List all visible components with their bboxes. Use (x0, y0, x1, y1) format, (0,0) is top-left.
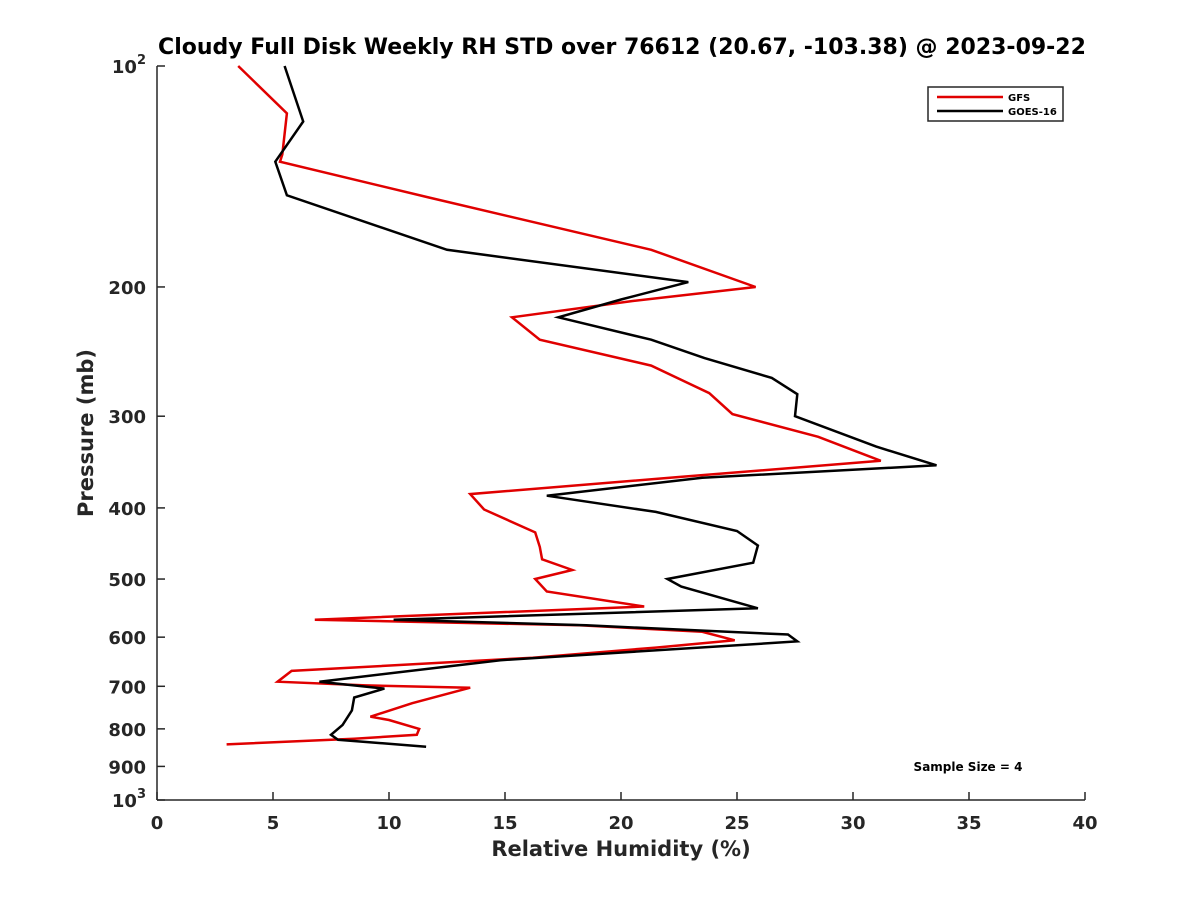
y-tick-label: 300 (108, 407, 146, 428)
x-axis-label: Relative Humidity (%) (491, 837, 750, 861)
series-line-gfs (226, 65, 882, 746)
sample-size-annotation: Sample Size = 4 (914, 760, 1023, 774)
x-tick-label: 25 (724, 813, 749, 834)
y-tick-base: 10 (112, 57, 137, 78)
y-axis-label: Pressure (mb) (74, 349, 98, 517)
y-tick-label: 800 (108, 720, 146, 741)
x-tick-label: 5 (267, 813, 280, 834)
x-tick-label: 0 (151, 813, 164, 834)
y-tick-label: 200 (108, 278, 146, 299)
y-tick-label: 700 (108, 677, 146, 698)
chart-title: Cloudy Full Disk Weekly RH STD over 7661… (158, 35, 1086, 60)
x-tick-label: 35 (956, 813, 981, 834)
legend-label-goes16: GOES-16 (1008, 107, 1057, 118)
x-tick-label: 40 (1072, 813, 1097, 834)
legend: GFS GOES-16 (927, 86, 1064, 122)
x-tick-label: 10 (376, 813, 401, 834)
y-tick-label: 500 (108, 570, 146, 591)
y-tick-base: 10 (112, 791, 137, 812)
legend-label-gfs: GFS (1008, 93, 1030, 104)
y-tick-label: 400 (108, 499, 146, 520)
y-tick-label: 600 (108, 628, 146, 649)
y-tick-exponent: 3 (137, 787, 146, 802)
y-tick-label-power: 102 (112, 53, 146, 78)
y-tick-exponent: 2 (137, 53, 146, 68)
series-line-goes16 (273, 65, 937, 748)
x-tick-label: 15 (492, 813, 517, 834)
y-tick-label: 900 (108, 757, 146, 778)
y-tick-label-power: 103 (112, 787, 146, 812)
legend-box (927, 86, 1064, 122)
data-series (226, 65, 937, 748)
x-tick-label: 20 (608, 813, 633, 834)
axes (156, 66, 1085, 801)
axis-ticks: 0 5 10 15 20 25 30 35 40102200300400500600700800… (108, 53, 1097, 834)
x-tick-label: 30 (840, 813, 865, 834)
